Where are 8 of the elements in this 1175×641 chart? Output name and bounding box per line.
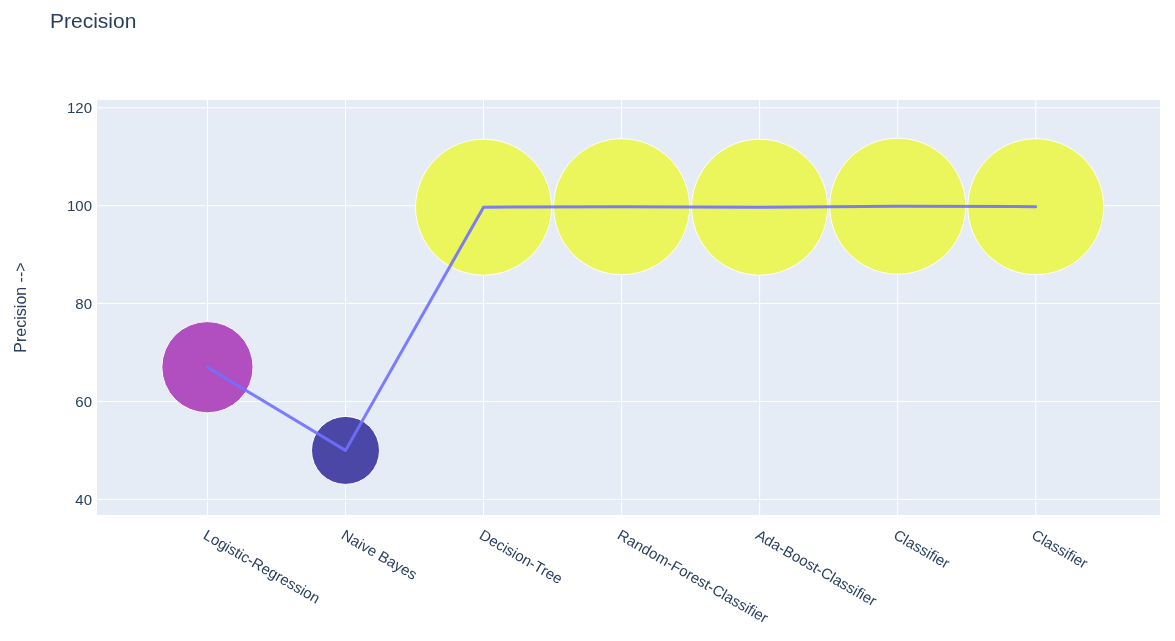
y-tick-label: 80 (75, 294, 92, 312)
y-tick-label: 40 (75, 490, 92, 508)
line-series (205, 204, 1038, 452)
y-tick-label: 60 (75, 392, 92, 410)
y-axis-title: Precision --> (12, 262, 29, 353)
y-tick-label: 120 (66, 99, 92, 117)
y-tick-label: 100 (66, 196, 92, 214)
chart-title: Precision (50, 9, 137, 32)
